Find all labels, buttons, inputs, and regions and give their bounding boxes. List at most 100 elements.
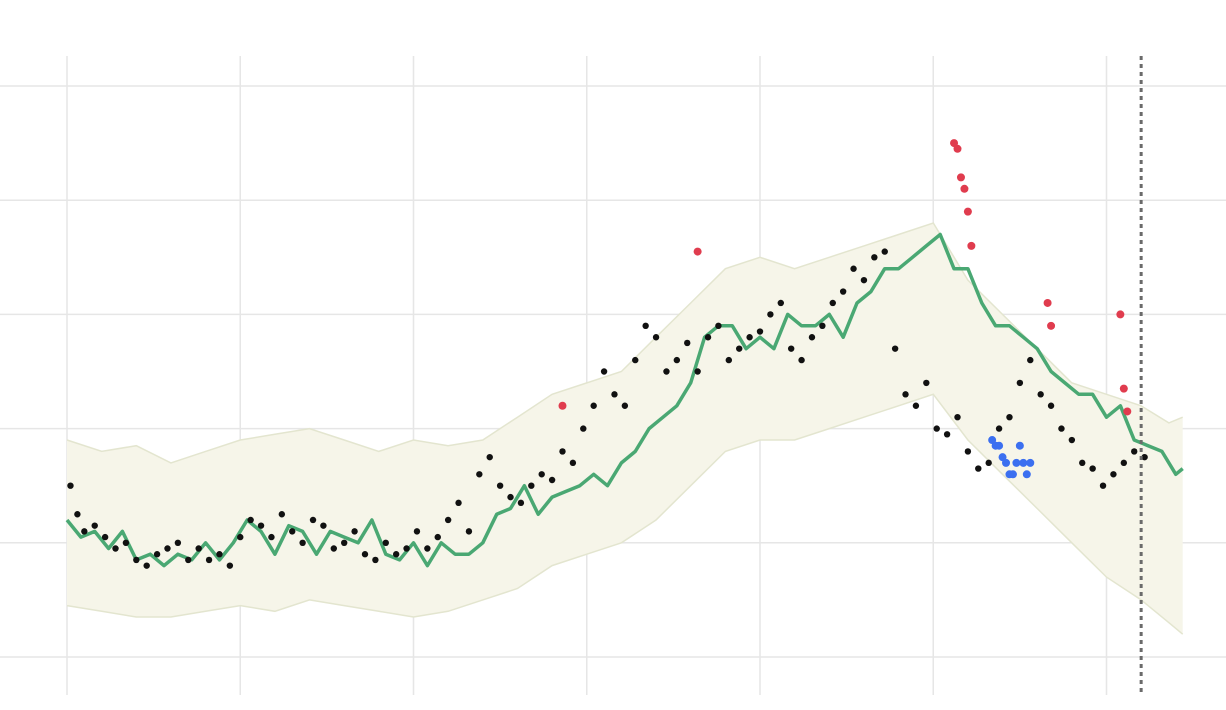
observed-point bbox=[1089, 465, 1096, 472]
observed-point bbox=[777, 299, 784, 307]
upper-anomaly-point bbox=[953, 144, 962, 153]
observed-point bbox=[860, 276, 868, 284]
observed-point bbox=[663, 368, 670, 375]
upper-bound-line bbox=[66, 222, 1183, 464]
anomaly-points bbox=[558, 139, 1132, 479]
observed-point bbox=[829, 299, 836, 307]
observed-point bbox=[517, 499, 525, 507]
upper-anomaly-point bbox=[1047, 321, 1056, 330]
observed-point bbox=[902, 391, 909, 398]
observed-point bbox=[559, 448, 566, 455]
observed-point bbox=[403, 545, 410, 552]
observed-point bbox=[496, 482, 504, 489]
observed-point bbox=[392, 551, 400, 558]
observed-point bbox=[444, 516, 452, 524]
lower-anomaly-point bbox=[995, 441, 1004, 450]
observed-point bbox=[943, 431, 951, 438]
observed-point bbox=[652, 334, 660, 341]
observed-point bbox=[642, 322, 649, 330]
lower-bound-line bbox=[66, 393, 1184, 635]
observed-point bbox=[205, 556, 213, 564]
observed-point bbox=[891, 345, 899, 352]
observed-point bbox=[736, 345, 743, 352]
observed-point bbox=[808, 334, 816, 341]
observed-point bbox=[257, 522, 265, 529]
observed-point bbox=[74, 511, 81, 518]
observed-point bbox=[569, 459, 577, 467]
observed-point bbox=[101, 533, 109, 541]
observed-point bbox=[351, 528, 358, 535]
lower-anomaly-point bbox=[1022, 470, 1031, 479]
observed-point bbox=[1016, 379, 1024, 387]
upper-anomaly-point bbox=[1123, 407, 1132, 416]
observed-point bbox=[237, 533, 244, 541]
observed-point bbox=[923, 379, 930, 387]
observed-point bbox=[975, 465, 982, 472]
upper-anomaly-point bbox=[1116, 310, 1125, 319]
observed-point bbox=[1141, 453, 1148, 461]
observed-point bbox=[330, 545, 338, 552]
lower-anomaly-point bbox=[1002, 458, 1011, 467]
observed-point bbox=[434, 533, 441, 541]
observed-point bbox=[839, 288, 847, 295]
observed-point bbox=[1131, 448, 1138, 455]
observed-point bbox=[174, 539, 182, 546]
observed-point bbox=[632, 356, 639, 364]
observed-point bbox=[278, 511, 286, 518]
observed-point bbox=[153, 551, 161, 558]
observed-point bbox=[767, 311, 774, 318]
observed-point bbox=[341, 539, 348, 546]
observed-point bbox=[704, 334, 712, 341]
observed-point bbox=[320, 522, 327, 529]
uncertainty-band bbox=[66, 222, 1184, 635]
lower-anomaly-point bbox=[1026, 458, 1035, 467]
observed-point bbox=[1120, 459, 1128, 467]
upper-anomaly-point bbox=[558, 401, 567, 410]
observed-point bbox=[372, 556, 379, 564]
observed-point bbox=[673, 356, 681, 364]
observed-point bbox=[1037, 391, 1044, 398]
observed-point bbox=[91, 522, 98, 529]
upper-anomaly-point bbox=[956, 173, 965, 182]
observed-point bbox=[985, 459, 992, 467]
observed-point bbox=[507, 493, 514, 501]
observed-point bbox=[600, 368, 608, 375]
observed-point bbox=[1079, 459, 1086, 467]
observed-point bbox=[289, 528, 296, 535]
observed-point bbox=[798, 356, 805, 364]
observed-point bbox=[413, 528, 421, 535]
observed-point bbox=[538, 471, 545, 478]
observed-point bbox=[299, 539, 306, 546]
observed-point bbox=[1047, 402, 1055, 409]
observed-point bbox=[912, 402, 920, 409]
upper-anomaly-point bbox=[1043, 298, 1052, 307]
observed-point bbox=[725, 356, 733, 364]
observed-point bbox=[746, 334, 753, 341]
observed-point bbox=[548, 476, 556, 484]
observed-point bbox=[216, 551, 223, 558]
upper-anomaly-point bbox=[963, 207, 972, 216]
lower-anomaly-point bbox=[1008, 470, 1017, 479]
band-area bbox=[67, 223, 1183, 635]
observed-point bbox=[590, 402, 597, 409]
observed-point bbox=[850, 265, 857, 272]
observed-point bbox=[528, 482, 535, 489]
observed-point bbox=[881, 248, 888, 255]
observed-point bbox=[787, 345, 795, 352]
observed-point bbox=[1006, 413, 1013, 421]
observed-point bbox=[143, 562, 150, 569]
observed-point bbox=[715, 322, 722, 330]
expected-line bbox=[65, 232, 1184, 568]
observed-point bbox=[756, 328, 764, 335]
observed-point bbox=[954, 413, 961, 421]
lower-anomaly-point bbox=[1012, 458, 1021, 467]
observed-point bbox=[933, 425, 940, 432]
observed-point bbox=[684, 339, 691, 347]
observed-point bbox=[1058, 425, 1065, 432]
upper-anomaly-point bbox=[693, 247, 702, 256]
lower-anomaly-point bbox=[1019, 458, 1028, 467]
observed-point bbox=[455, 499, 462, 507]
observed-point bbox=[486, 453, 493, 461]
